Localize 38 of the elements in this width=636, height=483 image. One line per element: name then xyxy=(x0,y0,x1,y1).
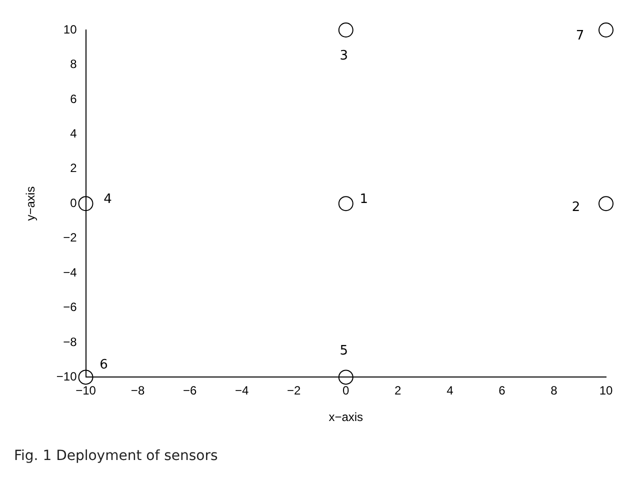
x-tick-label: 0 xyxy=(342,384,350,398)
y-tick-label: −6 xyxy=(63,300,78,314)
y-tick-label: −2 xyxy=(63,230,78,245)
annotation: 3 xyxy=(340,48,348,64)
y-tick-label: −4 xyxy=(63,265,78,280)
x-tick-label: −8 xyxy=(130,384,145,398)
x-tick-label: 10 xyxy=(599,384,613,398)
point xyxy=(78,196,94,212)
point xyxy=(598,22,614,38)
x-tick-label: 4 xyxy=(446,384,454,398)
y-axis-title: y−axis xyxy=(24,186,38,221)
annotation: 6 xyxy=(100,358,108,373)
x-axis-title: x−axis xyxy=(328,410,364,424)
point xyxy=(338,196,354,212)
y-tick-label: 8 xyxy=(70,57,78,72)
y-tick-label: −10 xyxy=(56,370,78,384)
x-tick-label: 2 xyxy=(394,384,402,398)
point xyxy=(598,196,614,212)
y-tick-label: 10 xyxy=(63,22,78,36)
x-tick-label: −4 xyxy=(234,384,249,398)
y-tick-label: −8 xyxy=(63,334,78,349)
annotation: 4 xyxy=(104,192,112,207)
x-tick-label: −6 xyxy=(182,384,197,398)
annotation: 7 xyxy=(576,28,584,44)
point xyxy=(78,370,94,385)
point xyxy=(338,370,354,385)
annotation: 2 xyxy=(572,200,580,215)
annotation: 5 xyxy=(340,344,348,359)
y-tick-label: 4 xyxy=(70,126,78,140)
y-tick-label: 0 xyxy=(70,196,78,210)
x-tick-label: −2 xyxy=(287,384,302,398)
y-tick-label: 6 xyxy=(70,92,78,106)
annotation: 1 xyxy=(360,192,368,207)
x-tick-label: 8 xyxy=(550,384,558,398)
caption: Fig. 1 Deployment of sensors xyxy=(14,448,218,464)
y-tick-label: 2 xyxy=(70,161,78,176)
point xyxy=(338,22,354,38)
x-tick-label: 6 xyxy=(498,384,506,398)
